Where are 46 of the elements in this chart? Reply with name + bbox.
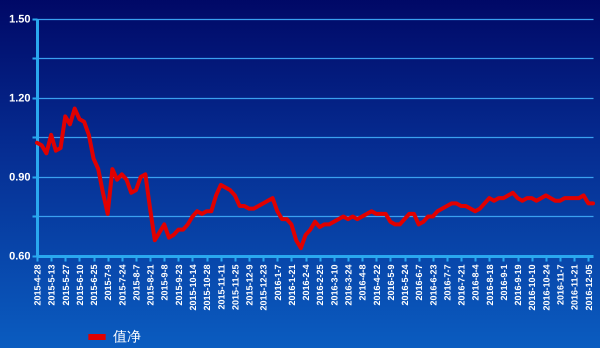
- x-tick-label: 2016-11-7: [556, 264, 566, 306]
- x-tick-label: 2016-5-9: [386, 264, 396, 301]
- x-tick-label: 2016-7-7: [442, 264, 452, 301]
- x-tick-label: 2015-7-9: [103, 264, 114, 301]
- x-tick-label: 2016-7-21: [456, 264, 467, 306]
- x-tick-label: 2016-9-1: [498, 264, 509, 301]
- line-series: [35, 106, 595, 250]
- y-tick-label: 0.60: [9, 250, 30, 262]
- x-tick-label: 2016-4-22: [372, 264, 382, 306]
- legend-label: 值净: [113, 328, 141, 344]
- x-tick-label: 2015-5-13: [46, 264, 57, 306]
- x-tick-label: 2015-10-28: [202, 264, 212, 311]
- x-tick-label: 2016-8-18: [484, 264, 495, 306]
- x-tick-label: 2015-12-23: [258, 264, 269, 311]
- x-tick-label: 2015-5-27: [60, 264, 71, 306]
- x-tick-label: 2016-10-10: [527, 264, 538, 311]
- x-tick-label: 2015-9-8: [160, 264, 170, 301]
- x-tick-label: 2015-8-21: [146, 264, 156, 306]
- x-tick-label: 2015-11-11: [216, 264, 226, 310]
- x-tick-label: 2015-4-28: [32, 264, 42, 306]
- x-tick-label: 2016-4-8: [358, 264, 368, 301]
- x-tick-label: 2016-8-4: [470, 264, 481, 301]
- x-tick-label: 2015-10-14: [188, 264, 198, 311]
- x-tick-label: 2016-2-25: [315, 264, 326, 306]
- x-tick-label: 2015-6-25: [89, 264, 100, 306]
- x-tick-label: 2016-6-23: [428, 264, 438, 306]
- x-tick-label: 2016-3-24: [343, 264, 354, 306]
- y-tick-label: 1.50: [9, 14, 30, 26]
- x-tick-label: 2015-9-23: [174, 264, 184, 306]
- x-tick-label: 2015-7-24: [117, 264, 128, 306]
- y-tick-label: 1.20: [9, 92, 30, 104]
- x-tick-label: 2016-1-21: [286, 264, 297, 306]
- x-tick-label: 2016-2-4: [301, 264, 312, 301]
- x-tick-label: 2016-10-24: [541, 264, 552, 311]
- x-tick-label: 2016-1-7: [272, 264, 283, 301]
- x-tick-label: 2015-11-25: [230, 264, 240, 310]
- x-tick-label: 2016-3-10: [329, 264, 340, 306]
- x-tick-label: 2015-12-9: [244, 264, 255, 306]
- x-tick-label: 2016-11-21: [570, 264, 580, 310]
- x-tick-label: 2016-6-7: [414, 264, 424, 301]
- x-tick-label: 2015-6-10: [74, 264, 85, 306]
- x-tick-label: 2016-12-05: [584, 264, 594, 311]
- y-tick-label: 0.90: [9, 172, 30, 184]
- x-tick-label: 2016-5-24: [400, 264, 410, 306]
- x-tick-label: 2015-8-7: [131, 264, 142, 301]
- x-tick-label: 2016-9-19: [513, 264, 524, 306]
